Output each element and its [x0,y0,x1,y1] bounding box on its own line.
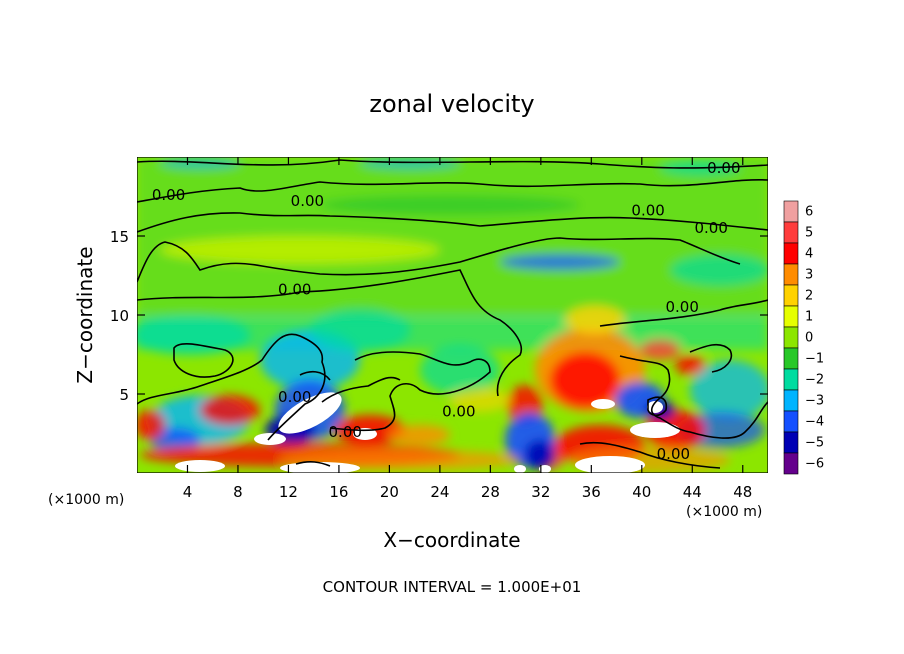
colorbar-tick-label: 6 [805,205,813,220]
contour-label: 0.00 [278,281,311,299]
y-tick-label: 5 [119,386,129,404]
contour-label: 0.00 [657,445,690,463]
colorbar-swatch [783,305,799,328]
y-axis-title: Z−coordinate [73,246,97,383]
colorbar-tick-label: −5 [805,436,824,451]
colorbar-swatch [783,242,799,265]
x-tick-label: 40 [632,483,651,501]
plot-area [137,157,768,473]
x-unit-label: (×1000 m) [686,504,762,520]
x-axis: 4 8 12 16 20 24 28 32 36 40 44 48 [183,157,752,501]
x-tick-label: 4 [183,483,193,501]
x-tick-label: 32 [531,483,550,501]
x-tick-label: 16 [329,483,348,501]
colorbar-swatch [783,410,799,433]
contour-label: 0.00 [707,159,740,177]
colorbar-swatch [783,221,799,244]
colorbar-tick-label: 0 [805,331,813,346]
contour-label: 0.00 [152,186,185,204]
colorbar-tick-label: −1 [805,352,824,367]
colorbar-swatch [783,368,799,391]
x-tick-label: 20 [380,483,399,501]
contour-interval-note: CONTOUR INTERVAL = 1.000E+01 [323,578,582,596]
contour-label: 0.00 [291,192,324,210]
colorbar-tick-label: 4 [805,247,813,262]
x-tick-label: 24 [430,483,449,501]
contour-labels: 0.00 0.00 0.00 0.00 0.00 0.00 0.00 0.00 0.00 0.00… [152,159,741,463]
colorbar-tick-label: 1 [805,310,813,325]
x-tick-label: 28 [481,483,500,501]
contour-label: 0.00 [329,423,362,441]
y-tick-label: 10 [110,307,129,325]
colorbar-swatch [783,389,799,412]
colorbar-tick-label: −4 [805,415,824,430]
colorbar-swatch [783,347,799,370]
x-axis-title: X−coordinate [383,528,520,552]
x-tick-label: 36 [582,483,601,501]
colorbar-tick-label: −6 [805,457,824,472]
x-tick-label: 12 [279,483,298,501]
x-tick-label: 8 [233,483,243,501]
colorbar-swatch [783,326,799,349]
colorbar-swatch [783,431,799,454]
contour-label: 0.00 [665,298,698,316]
colorbar-swatch [783,284,799,307]
colorbar-swatch [783,452,799,475]
chart-title: zonal velocity [369,90,534,118]
x-tick-label: 48 [733,483,752,501]
contour-label: 0.00 [695,219,728,237]
colorbar-tick-label: −2 [805,373,824,388]
contour-label: 0.00 [278,388,311,406]
y-unit-label: (×1000 m) [48,492,124,508]
x-tick-label: 44 [683,483,702,501]
zero-contours [137,159,768,469]
colorbar-tick-label: 2 [805,289,813,304]
y-axis: 5 10 15 [110,228,768,404]
contour-label: 0.00 [442,402,475,420]
contour-label: 0.00 [631,202,664,220]
colorbar-swatch [783,200,799,223]
y-tick-label: 15 [110,228,129,246]
colorbar-tick-label: −3 [805,394,824,409]
colorbar-swatch [783,263,799,286]
colorbar: 6 5 4 3 2 1 0 −1 −2 −3 −4 −5 −6 [783,200,824,475]
colorbar-tick-label: 3 [805,268,813,283]
colorbar-tick-label: 5 [805,226,813,241]
